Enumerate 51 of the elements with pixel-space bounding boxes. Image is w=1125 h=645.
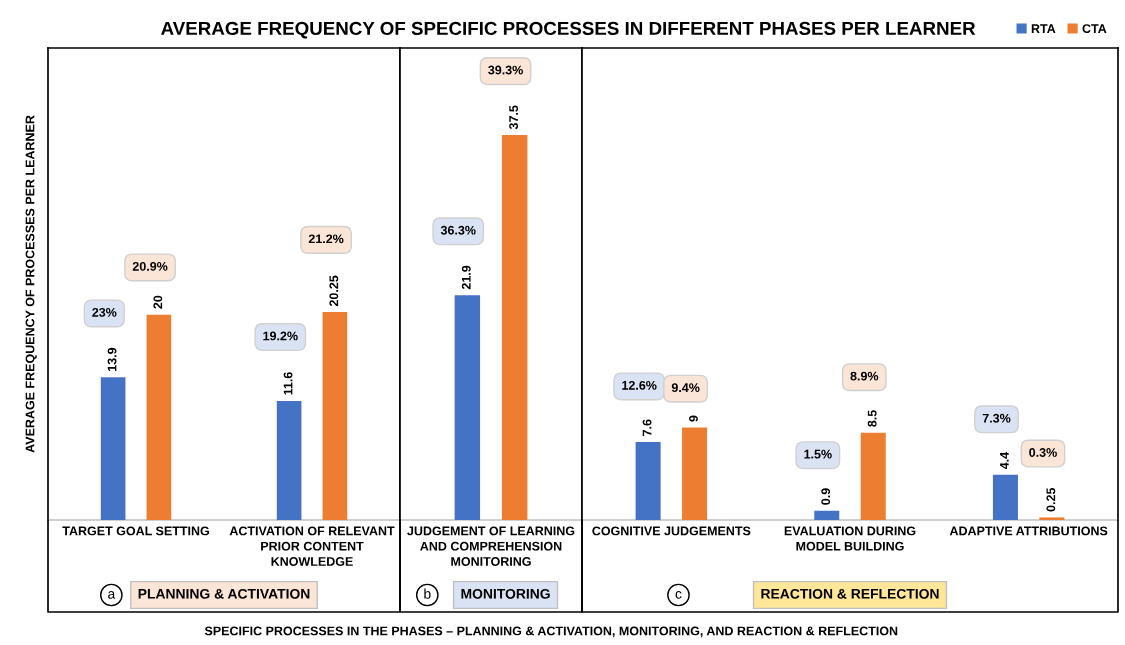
text: PLANNING & ACTIVATION	[138, 588, 310, 599]
x-tick-label: EVALUATION DURING MODEL BUILDING	[784, 526, 916, 551]
text: 39.3%	[488, 65, 523, 75]
data-label: 21.9	[461, 265, 471, 290]
bar	[814, 510, 840, 520]
text: AVERAGE FREQUENCY OF SPECIFIC PROCESSES IN DIFFERENT PHASES PER LEARNER	[161, 21, 976, 39]
text: 9.4%	[671, 383, 700, 393]
text: 7.3%	[982, 413, 1011, 423]
bar	[860, 432, 886, 520]
bar	[1039, 517, 1065, 520]
bar	[276, 400, 302, 520]
bar	[322, 312, 348, 520]
x-tick-label: ACTIVATION OF RELEVANT PRIOR CONTENT KNOWLEDGE	[229, 526, 395, 566]
bar	[635, 441, 661, 520]
data-label: 20.25	[329, 275, 339, 307]
data-label: 8.5	[867, 410, 877, 427]
annotation: 19.2%	[263, 331, 298, 341]
y-axis-title: AVERAGE FREQUENCY OF PROCESSES PER LEARNER	[25, 115, 37, 453]
text: REACTION & REFLECTION	[761, 588, 939, 599]
data-label: 13.9	[107, 347, 117, 371]
x-axis-title: SPECIFIC PROCESSES IN THE PHASES – PLANNING & ACTIVATION, MONITORING, AND REACTION & REFLECTION	[204, 626, 898, 638]
data-label: 7.6	[642, 419, 652, 436]
text: 21.2%	[308, 234, 344, 244]
bar	[992, 474, 1018, 520]
data-label: 20	[153, 295, 163, 309]
x-tick-label: COGNITIVE JUDGEMENTS	[592, 526, 751, 536]
legend-label: CTA	[1082, 24, 1107, 34]
text: b	[424, 588, 431, 599]
data-label: 4.4	[1000, 451, 1009, 470]
annotation: 0.3%	[1029, 448, 1057, 457]
data-label: 9	[689, 415, 698, 422]
text: 20.9%	[132, 261, 168, 271]
annotation: 1.5%	[804, 449, 832, 459]
annotation: 23%	[92, 307, 117, 317]
legend-label: RTA	[1031, 24, 1056, 33]
text: MONITORING	[461, 588, 550, 599]
data-label: 37.5	[509, 105, 519, 130]
text: c	[675, 591, 682, 599]
annotation: 36.3%	[440, 225, 476, 235]
text: 8.9%	[850, 371, 879, 381]
data-label: 0.9	[821, 488, 831, 505]
bar	[682, 427, 708, 520]
data-label: 11.6	[283, 372, 293, 395]
x-tick-label: ADAPTIVE ATTRIBUTIONS	[949, 526, 1108, 536]
text: a	[108, 591, 116, 599]
x-tick-label: JUDGEMENT OF LEARNING AND COMPREHENSION MONITORING	[407, 526, 575, 566]
data-label: 0.25	[1046, 487, 1056, 512]
x-tick-label: TARGET GOAL SETTING	[62, 526, 209, 536]
text: 12.6%	[622, 380, 657, 390]
bar	[146, 314, 172, 520]
bar	[100, 377, 126, 520]
